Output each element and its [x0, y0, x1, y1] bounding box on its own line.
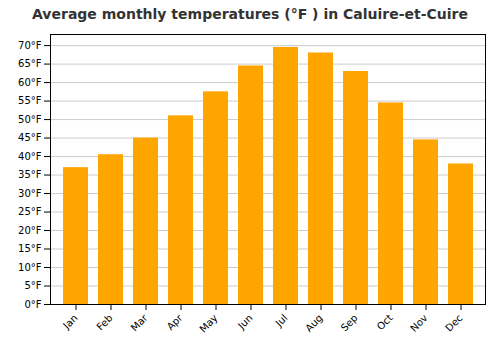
svg-text:55°F: 55°F [18, 95, 42, 106]
svg-text:25°F: 25°F [18, 206, 42, 217]
svg-text:Jun: Jun [235, 312, 255, 332]
svg-text:May: May [197, 312, 219, 334]
svg-text:Dec: Dec [443, 312, 464, 333]
svg-text:40°F: 40°F [18, 151, 42, 162]
svg-text:70°F: 70°F [18, 40, 42, 51]
svg-text:15°F: 15°F [18, 243, 42, 254]
svg-text:0°F: 0°F [24, 299, 41, 310]
svg-text:Mar: Mar [129, 312, 151, 334]
svg-text:45°F: 45°F [18, 132, 42, 143]
svg-text:60°F: 60°F [18, 77, 42, 88]
svg-text:50°F: 50°F [18, 114, 42, 125]
svg-text:65°F: 65°F [18, 58, 42, 69]
svg-text:10°F: 10°F [18, 262, 42, 273]
svg-text:5°F: 5°F [24, 280, 41, 291]
svg-text:35°F: 35°F [18, 169, 42, 180]
svg-text:Apr: Apr [165, 312, 186, 333]
svg-text:30°F: 30°F [18, 188, 42, 199]
svg-text:Feb: Feb [94, 312, 114, 332]
svg-text:20°F: 20°F [18, 225, 42, 236]
svg-text:Aug: Aug [303, 312, 325, 334]
svg-text:Oct: Oct [375, 312, 395, 332]
html-text:Average monthly temperatures (: Average monthly temperatures (°F ) in Ca… [32, 6, 468, 22]
svg-text:Sep: Sep [339, 312, 360, 333]
svg-text:Jul: Jul [273, 312, 290, 329]
svg-text:Jan: Jan [60, 312, 79, 331]
svg-text:Nov: Nov [408, 312, 430, 334]
